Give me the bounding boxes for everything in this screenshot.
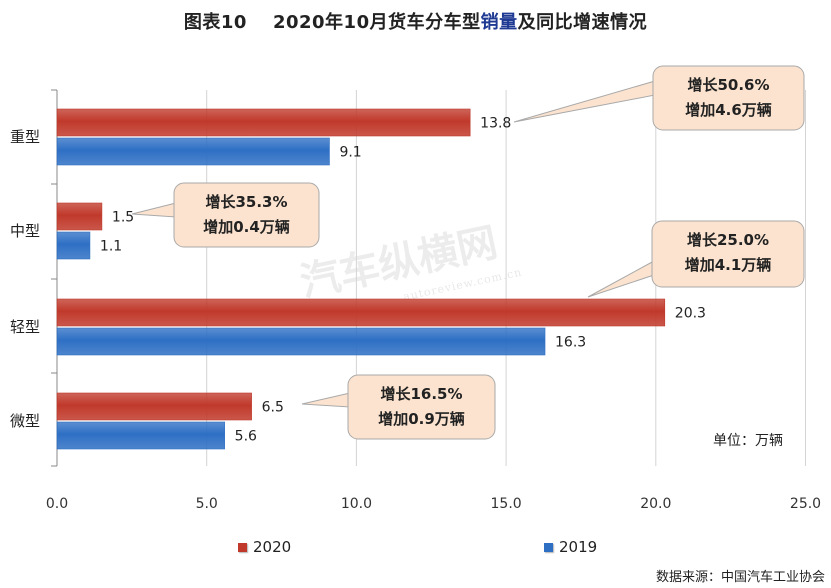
x-tick-label: 20.0 bbox=[640, 496, 671, 512]
category-label: 微型 bbox=[10, 412, 40, 430]
x-tick-label: 5.0 bbox=[196, 496, 218, 512]
data-label: 16.3 bbox=[555, 335, 586, 351]
callout-轻型: 增长25.0% 增加4.1万辆 bbox=[587, 220, 805, 298]
callout-box bbox=[347, 374, 496, 440]
callout-line-2: 增加4.1万辆 bbox=[685, 256, 772, 274]
data-label: 9.1 bbox=[339, 145, 361, 161]
legend-item-2020: 2020 bbox=[238, 538, 291, 556]
category-label: 中型 bbox=[10, 222, 40, 240]
data-label: 20.3 bbox=[675, 306, 706, 322]
callout-pointer bbox=[301, 392, 351, 408]
callout-line-2: 增加0.4万辆 bbox=[203, 218, 290, 236]
data-label: 1.1 bbox=[100, 239, 122, 255]
category-label: 重型 bbox=[10, 128, 40, 146]
data-label: 6.5 bbox=[262, 400, 284, 416]
callout-line-2: 增加4.6万辆 bbox=[685, 101, 772, 119]
x-tick-label: 25.0 bbox=[790, 496, 821, 512]
x-tick-label: 15.0 bbox=[491, 496, 522, 512]
callout-line-1: 增长25.0% bbox=[687, 231, 769, 249]
callout-重型: 增长50.6% 增加4.6万辆 bbox=[513, 65, 805, 131]
category-label: 轻型 bbox=[10, 318, 40, 336]
callout-line-1: 增长50.6% bbox=[687, 76, 769, 94]
bar-2020-重型 bbox=[56, 108, 471, 137]
bar-2020-中型 bbox=[56, 202, 103, 231]
bar-2019-重型 bbox=[56, 137, 330, 166]
callout-line-2: 增加0.9万辆 bbox=[378, 410, 465, 428]
callout-box bbox=[651, 220, 805, 288]
data-label: 5.6 bbox=[235, 429, 257, 445]
callout-box bbox=[652, 65, 805, 131]
data-label: 1.5 bbox=[112, 210, 134, 226]
legend-swatch-2019 bbox=[544, 543, 553, 552]
title-main: 2020年10月货车分车型 bbox=[272, 12, 481, 33]
bar-2019-中型 bbox=[56, 231, 91, 260]
bar-2019-微型 bbox=[56, 421, 225, 450]
bar-2020-轻型 bbox=[56, 298, 666, 327]
callout-pointer bbox=[513, 80, 656, 123]
legend-label-2019: 2019 bbox=[559, 538, 598, 556]
callout-微型: 增长16.5% 增加0.9万辆 bbox=[301, 374, 496, 440]
legend-item-2019: 2019 bbox=[544, 538, 597, 556]
figure-number: 图表10 bbox=[183, 12, 247, 33]
x-tick-label: 0.0 bbox=[46, 496, 68, 512]
chart-title: 图表10 2020年10月货车分车型销量及同比增速情况 bbox=[0, 8, 831, 34]
legend-swatch-2020 bbox=[238, 543, 247, 552]
x-tick-label: 10.0 bbox=[341, 496, 372, 512]
title-suffix: 及同比增速情况 bbox=[517, 12, 648, 33]
callout-pointer bbox=[587, 260, 655, 298]
legend-label-2020: 2020 bbox=[253, 538, 292, 556]
callout-中型: 增长35.3% 增加0.4万辆 bbox=[131, 182, 320, 248]
bar-2019-轻型 bbox=[56, 327, 546, 356]
title-highlight: 销量 bbox=[480, 12, 518, 33]
source-note: 数据来源：中国汽车工业协会 bbox=[655, 570, 825, 585]
bar-2020-微型 bbox=[56, 392, 252, 421]
callout-line-1: 增长16.5% bbox=[380, 385, 462, 403]
unit-label: 单位：万辆 bbox=[713, 433, 783, 449]
data-label: 13.8 bbox=[480, 116, 511, 132]
callout-box bbox=[173, 182, 320, 248]
callout-line-1: 增长35.3% bbox=[205, 193, 287, 211]
callout-pointer bbox=[131, 202, 177, 218]
